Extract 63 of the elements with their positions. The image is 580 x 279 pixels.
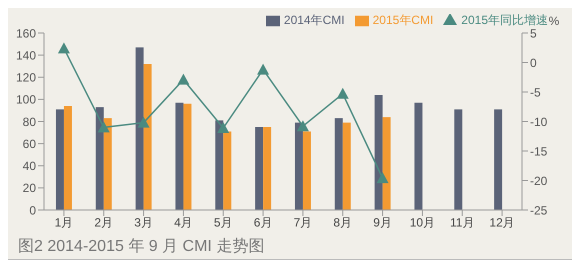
x-tick-label: 1月 bbox=[54, 216, 74, 230]
y-tick-label: 40 bbox=[22, 159, 36, 174]
y2-tick-label: -20 bbox=[530, 174, 548, 188]
bar bbox=[302, 131, 311, 210]
bar bbox=[342, 122, 351, 210]
x-tick-label: 2月 bbox=[94, 216, 114, 230]
bar bbox=[136, 47, 144, 210]
legend-label: 2015年同比增速 bbox=[461, 13, 548, 27]
point bbox=[217, 122, 230, 133]
x-tick-label: 12月 bbox=[489, 216, 515, 230]
x-tick-label: 10月 bbox=[410, 216, 436, 230]
bar bbox=[223, 131, 232, 210]
point bbox=[296, 120, 309, 132]
bar bbox=[294, 122, 303, 210]
point bbox=[257, 64, 270, 75]
bar bbox=[64, 106, 72, 210]
x-tick-label: 9月 bbox=[373, 216, 392, 230]
x-tick-label: 7月 bbox=[294, 216, 312, 230]
y-tick-label: 0 bbox=[29, 203, 36, 218]
y-tick-label: 60 bbox=[22, 136, 36, 151]
bar bbox=[454, 109, 462, 210]
x-tick-label: 11月 bbox=[450, 216, 474, 230]
bar bbox=[382, 117, 391, 210]
point bbox=[376, 172, 389, 184]
y2-tick-label: 0 bbox=[530, 56, 537, 70]
legend-label: 2015年CMI bbox=[372, 13, 434, 27]
x-tick-label: 6月 bbox=[254, 216, 272, 230]
bar bbox=[175, 102, 184, 210]
bar bbox=[494, 109, 502, 210]
y2-tick-label: 5 bbox=[530, 26, 537, 40]
bar bbox=[104, 118, 112, 210]
x-tick-label: 8月 bbox=[333, 216, 352, 230]
y2-tick-label: -5 bbox=[530, 85, 541, 100]
bar bbox=[96, 107, 104, 210]
point bbox=[336, 88, 349, 99]
bar bbox=[215, 120, 224, 210]
legend-label: 2014年CMI bbox=[284, 13, 345, 27]
bar bbox=[334, 118, 343, 210]
bar bbox=[183, 104, 192, 210]
y2-axis-title: % bbox=[548, 14, 560, 28]
point bbox=[58, 42, 70, 54]
y2-tick-label: -10 bbox=[530, 114, 548, 129]
y-tick-label: 160 bbox=[16, 26, 36, 40]
bar bbox=[144, 64, 152, 210]
x-tick-label: 4月 bbox=[174, 216, 193, 230]
y-tick-label: 140 bbox=[16, 48, 36, 62]
point bbox=[177, 74, 190, 85]
point bbox=[98, 121, 110, 132]
text: 图2 2014-2015 年 9 月 CMI 走势图 bbox=[8, 234, 572, 260]
x-tick-label: 3月 bbox=[134, 216, 153, 230]
y-tick-label: 100 bbox=[16, 92, 36, 107]
x-tick-label: 5月 bbox=[214, 216, 233, 230]
y-tick-label: 20 bbox=[22, 181, 36, 196]
y2-tick-label: -15 bbox=[530, 144, 548, 158]
bar bbox=[414, 102, 422, 210]
bar bbox=[255, 127, 264, 210]
point bbox=[138, 116, 150, 128]
y-tick-label: 80 bbox=[22, 114, 36, 129]
bar bbox=[374, 94, 383, 210]
bar bbox=[56, 109, 64, 210]
y-tick-label: 120 bbox=[16, 70, 36, 85]
bar bbox=[263, 127, 272, 210]
y2-tick-label: -25 bbox=[530, 203, 548, 218]
